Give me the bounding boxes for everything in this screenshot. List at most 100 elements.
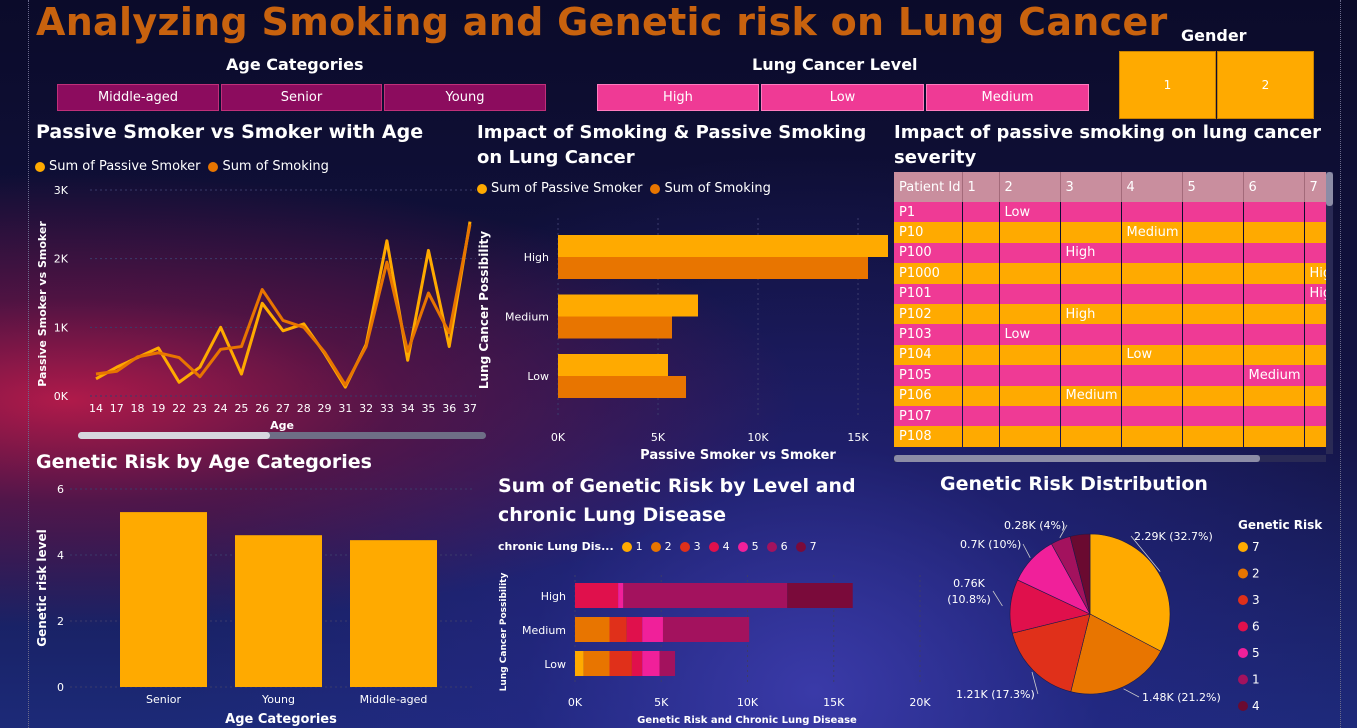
hbar-bar-low-passive[interactable] bbox=[558, 354, 668, 376]
table-cell bbox=[1121, 263, 1183, 284]
table-column-header[interactable]: 6 bbox=[1243, 172, 1305, 202]
table-row[interactable]: P10 Medium bbox=[894, 222, 1326, 243]
stacked-legend-dot bbox=[708, 541, 719, 552]
vbar-bar-senior[interactable] bbox=[120, 512, 207, 687]
stacked-x-tick: 20K bbox=[909, 696, 931, 709]
table-column-header[interactable]: 1 bbox=[962, 172, 1000, 202]
pie-slice-3[interactable] bbox=[1011, 613, 1091, 693]
gender-slicer-2[interactable]: 2 bbox=[1217, 51, 1314, 119]
level-slicer-medium[interactable]: Medium bbox=[926, 84, 1089, 111]
hbar-bar-high-passive[interactable] bbox=[558, 235, 888, 257]
line-chart-legend: Sum of Passive Smoker Sum of Smoking bbox=[35, 159, 329, 174]
line-x-tick: 14 bbox=[89, 402, 103, 415]
table-row[interactable]: P104 Low bbox=[894, 344, 1326, 366]
stacked-x-tick: 5K bbox=[654, 696, 669, 709]
pie-slice-4[interactable] bbox=[1069, 533, 1091, 615]
table-column-header[interactable]: 5 bbox=[1182, 172, 1244, 202]
level-slicer-title: Lung Cancer Level bbox=[752, 55, 918, 74]
stacked-segment-low-5[interactable] bbox=[642, 651, 660, 676]
legend-dot-passive bbox=[35, 161, 45, 172]
pie-slice-2[interactable] bbox=[1070, 613, 1162, 695]
line-chart: 0K 1K 2K 3K 14 17 18 19 22 23 24 25 26 27 28 29 31 32 33 3… bbox=[36, 184, 486, 439]
table-cell: High bbox=[1304, 263, 1326, 284]
stacked-x-axis-label: Genetic Risk and Chronic Lung Disease bbox=[637, 715, 857, 726]
age-slicer-middle-aged[interactable]: Middle-aged bbox=[57, 84, 219, 111]
hbar-bar-medium-passive[interactable] bbox=[558, 294, 698, 317]
table-column-header[interactable]: 3 bbox=[1060, 172, 1122, 202]
table-row[interactable]: P1 Low bbox=[894, 202, 1326, 223]
stacked-chart-legend: chronic Lung Dis... 1 2 3 4 5 6 7 bbox=[498, 540, 817, 553]
legend-dot-passive bbox=[477, 183, 487, 194]
gender-slicer-1[interactable]: 1 bbox=[1119, 51, 1216, 119]
table-cell bbox=[1182, 202, 1244, 223]
table-column-header[interactable]: 2 bbox=[999, 172, 1061, 202]
legend-label-smoking: Sum of Smoking bbox=[664, 181, 771, 196]
table-row[interactable]: P108 bbox=[894, 426, 1326, 447]
hbar-bar-high-smoking[interactable] bbox=[558, 257, 868, 279]
hbar-category-label: Low bbox=[527, 370, 549, 383]
pie-data-label: 0.7K (10%) bbox=[960, 538, 1021, 551]
line-x-tick: 24 bbox=[214, 402, 228, 415]
table-cell bbox=[962, 365, 1000, 386]
table-row[interactable]: P107 bbox=[894, 405, 1326, 427]
stacked-segment-low-2[interactable] bbox=[583, 651, 610, 676]
stacked-segment-medium-5[interactable] bbox=[642, 617, 663, 642]
stacked-segment-high-5[interactable] bbox=[618, 583, 624, 608]
stacked-segment-medium-6[interactable] bbox=[662, 617, 750, 642]
stacked-segment-medium-3[interactable] bbox=[609, 617, 627, 642]
stacked-segment-low-4[interactable] bbox=[631, 651, 643, 676]
table-cell bbox=[1060, 202, 1122, 223]
table-vertical-scrollbar[interactable] bbox=[1326, 172, 1333, 454]
table-cell bbox=[1182, 426, 1244, 447]
line-x-tick: 28 bbox=[297, 402, 311, 415]
table-cell: P101 bbox=[894, 283, 963, 304]
hbar-bar-medium-smoking[interactable] bbox=[558, 316, 672, 339]
line-x-scrollbar-thumb[interactable] bbox=[78, 432, 270, 439]
table-row[interactable]: P105 Medium bbox=[894, 365, 1326, 386]
table-row[interactable]: P106 Medium bbox=[894, 385, 1326, 406]
pie-slice-7[interactable] bbox=[1089, 533, 1171, 652]
table-cell: Low bbox=[1121, 344, 1183, 366]
line-x-tick: 22 bbox=[172, 402, 186, 415]
stacked-segment-high-4[interactable] bbox=[575, 583, 619, 608]
level-slicer-low[interactable]: Low bbox=[761, 84, 924, 111]
table-cell bbox=[1182, 283, 1244, 304]
patient-table[interactable]: Patient Id 1 2 3 4 5 6 7 P1 Low P10 Medium P100 High… bbox=[894, 172, 1326, 452]
hbar-bar-low-smoking[interactable] bbox=[558, 376, 686, 398]
stacked-x-tick: 0K bbox=[568, 696, 583, 709]
table-column-header[interactable]: Patient Id bbox=[894, 172, 963, 202]
table-vertical-scrollbar-thumb[interactable] bbox=[1326, 172, 1333, 206]
vbar-bar-young[interactable] bbox=[235, 535, 322, 687]
line-series-smoking[interactable] bbox=[95, 224, 472, 387]
table-column-header[interactable]: 4 bbox=[1121, 172, 1183, 202]
stacked-segment-low-3[interactable] bbox=[609, 651, 632, 676]
table-row[interactable]: P101 High bbox=[894, 283, 1326, 304]
pie-leader-line bbox=[1059, 524, 1068, 538]
stacked-segment-high-6[interactable] bbox=[623, 583, 788, 608]
line-series-passive-smoker[interactable] bbox=[95, 221, 472, 389]
pie-legend-dot bbox=[1238, 674, 1248, 685]
vbar-bar-middle-aged[interactable] bbox=[350, 540, 437, 687]
stacked-segment-medium-2[interactable] bbox=[575, 617, 610, 642]
table-column-header[interactable]: 7 bbox=[1304, 172, 1326, 202]
age-slicer-young[interactable]: Young bbox=[384, 84, 546, 111]
table-cell bbox=[1243, 344, 1305, 366]
table-row[interactable]: P100 High bbox=[894, 242, 1326, 264]
vbar-y-tick: 4 bbox=[57, 549, 64, 562]
vbar-y-tick: 6 bbox=[57, 483, 64, 496]
table-row[interactable]: P1000 High bbox=[894, 263, 1326, 284]
age-slicer-senior[interactable]: Senior bbox=[221, 84, 382, 111]
table-cell bbox=[962, 405, 1000, 427]
stacked-segment-high-7[interactable] bbox=[787, 583, 853, 608]
table-horizontal-scrollbar-thumb[interactable] bbox=[894, 455, 1260, 462]
table-cell bbox=[1243, 303, 1305, 325]
stacked-segment-low-6[interactable] bbox=[659, 651, 676, 676]
stacked-segment-medium-4[interactable] bbox=[626, 617, 643, 642]
stacked-segment-low-1[interactable] bbox=[575, 651, 584, 676]
pie-leader-line bbox=[1022, 543, 1031, 559]
line-y-axis-label: Passive Smoker vs Smoker bbox=[36, 221, 49, 387]
table-row[interactable]: P103 Low bbox=[894, 324, 1326, 345]
level-slicer-high[interactable]: High bbox=[597, 84, 759, 111]
table-horizontal-scrollbar[interactable] bbox=[894, 455, 1326, 462]
table-row[interactable]: P102 High bbox=[894, 303, 1326, 325]
